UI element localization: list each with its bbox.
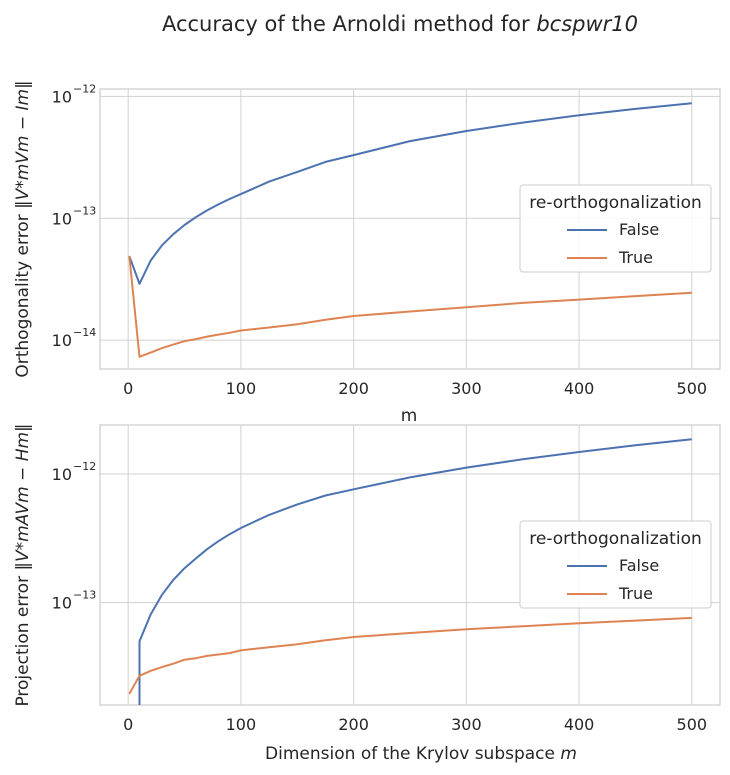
x-tick-label: 200 bbox=[338, 715, 369, 734]
y-tick-label: 10 bbox=[52, 465, 72, 484]
series-line-false bbox=[128, 102, 692, 285]
x-axis-label: m bbox=[401, 406, 418, 426]
y-tick-exponent: −13 bbox=[73, 204, 96, 217]
y-tick-label: 10 bbox=[52, 331, 72, 350]
x-axis-label: Dimension of the Krylov subspace m bbox=[265, 744, 577, 764]
y-tick-label: 10 bbox=[52, 209, 72, 228]
y-tick-exponent: −14 bbox=[73, 326, 96, 339]
y-tick-exponent: −13 bbox=[73, 589, 96, 602]
legend-box bbox=[519, 184, 712, 273]
legend-entry-true: True bbox=[618, 584, 653, 603]
figure-title: Accuracy of the Arnoldi method for bcspw… bbox=[162, 12, 638, 36]
series-line-true bbox=[128, 616, 692, 695]
x-tick-label: 400 bbox=[564, 715, 595, 734]
legend: re-orthogonalization False True bbox=[519, 520, 712, 609]
legend-entry-true: True bbox=[618, 248, 653, 267]
x-tick-label: 0 bbox=[123, 379, 133, 398]
series-line-false bbox=[138, 438, 692, 705]
legend-title: re-orthogonalization bbox=[529, 529, 702, 549]
y-axis-label: Projection error ‖V*mAVm − Hm‖ bbox=[13, 423, 33, 706]
y-axis-label: Orthogonality error ‖V*mVm − Im‖ bbox=[13, 80, 33, 377]
legend-entry-false: False bbox=[619, 220, 659, 239]
y-tick-label: 10 bbox=[52, 87, 72, 106]
x-tick-label: 400 bbox=[564, 379, 595, 398]
x-tick-label: 100 bbox=[226, 379, 257, 398]
x-tick-label: 200 bbox=[338, 379, 369, 398]
y-tick-label: 10 bbox=[52, 594, 72, 613]
x-tick-label: 300 bbox=[451, 379, 482, 398]
x-tick-label: 100 bbox=[226, 715, 257, 734]
legend: re-orthogonalization False True bbox=[519, 184, 712, 273]
x-tick-label: 500 bbox=[677, 715, 708, 734]
legend-box bbox=[519, 520, 712, 609]
legend-title: re-orthogonalization bbox=[529, 193, 702, 213]
x-tick-label: 300 bbox=[451, 715, 482, 734]
series-line-true bbox=[128, 255, 692, 358]
y-tick-exponent: −12 bbox=[73, 460, 96, 473]
x-tick-label: 0 bbox=[123, 715, 133, 734]
x-tick-label: 500 bbox=[677, 379, 708, 398]
y-tick-exponent: −12 bbox=[73, 82, 96, 95]
legend-entry-false: False bbox=[619, 556, 659, 575]
